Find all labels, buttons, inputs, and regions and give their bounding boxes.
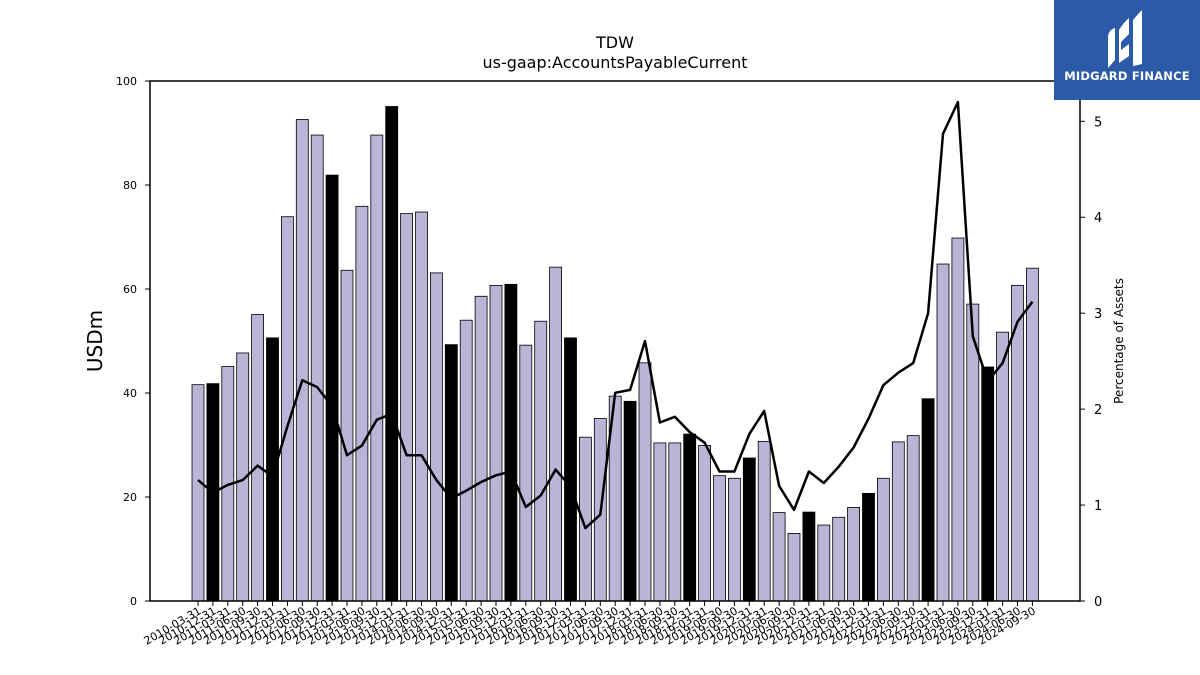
bar-2024-03-31 — [996, 331, 1009, 602]
bar-2014-09-30 — [429, 272, 443, 602]
chart-subtitle: us-gaap:AccountsPayableCurrent — [482, 53, 747, 72]
bar-2020-06-30 — [772, 512, 786, 602]
bar-2013-12-31 — [385, 106, 399, 602]
bar-2021-06-30 — [832, 516, 846, 602]
bar-2019-12-31 — [742, 457, 756, 602]
bar-2023-03-31 — [936, 263, 950, 602]
line-series — [197, 100, 1034, 530]
bar-2015-06-30 — [474, 295, 488, 602]
y2-tick-label: 2 — [1094, 403, 1102, 418]
y2-axis-label: Percentage of Assets — [1112, 278, 1126, 404]
bar-2012-12-31 — [325, 174, 339, 602]
bar-2015-12-31 — [504, 283, 518, 602]
bar-2016-06-30 — [534, 320, 548, 602]
y2-tick-label: 3 — [1094, 307, 1102, 322]
y-axis: 0 20 40 60 80 100 — [116, 75, 150, 608]
y2-axis: 0 1 2 3 4 5 — [1080, 115, 1102, 610]
bar-2024-09-30 — [1026, 267, 1039, 602]
bar-2016-03-31 — [519, 344, 533, 602]
bar-2012-03-31 — [280, 216, 294, 602]
bar-2017-12-31 — [623, 400, 637, 602]
y-tick-label: 20 — [123, 491, 137, 504]
bar-2023-12-31 — [981, 366, 995, 602]
percentage-line — [197, 100, 1034, 530]
bar-2020-09-30 — [787, 533, 801, 602]
bar-2014-03-31 — [400, 213, 414, 602]
y-tick-label: 100 — [116, 75, 137, 88]
bar-2022-03-31 — [877, 477, 890, 602]
bar-2020-12-31 — [802, 511, 816, 602]
bar-2020-03-31 — [757, 440, 771, 602]
x-axis: 2010-03-312010-12-312011-03-312011-06-30… — [142, 601, 1038, 648]
y2-tick-label: 0 — [1094, 595, 1102, 610]
bar-2014-06-30 — [415, 211, 428, 602]
bar-2021-12-31 — [862, 492, 875, 602]
bar-2010-03-31 — [191, 384, 205, 602]
bar-2012-09-30 — [310, 134, 324, 602]
bar-2021-03-31 — [817, 524, 831, 602]
bar-2018-09-30 — [668, 442, 682, 602]
bar-2019-09-30 — [728, 477, 741, 602]
y-tick-label: 40 — [123, 387, 137, 400]
bar-2015-09-30 — [489, 284, 503, 602]
bar-2016-12-31 — [564, 337, 577, 602]
bar-2018-03-31 — [638, 362, 652, 602]
bar-2019-06-30 — [713, 475, 726, 602]
y2-tick-label: 5 — [1094, 115, 1102, 130]
bar-2013-06-30 — [355, 205, 369, 602]
bar-2022-12-31 — [921, 398, 935, 602]
y-tick-label: 0 — [130, 595, 137, 608]
y2-tick-label: 1 — [1094, 499, 1102, 514]
bar-2011-09-30 — [251, 314, 265, 602]
y-axis-label: USDm — [83, 310, 107, 372]
bar-2018-06-30 — [653, 442, 667, 602]
brand-name: MIDGARD FINANCE — [1064, 69, 1190, 83]
midgard-logo-icon — [1108, 10, 1142, 68]
bar-2021-09-30 — [847, 506, 860, 602]
y-tick-label: 60 — [123, 283, 137, 296]
y2-tick-label: 4 — [1094, 211, 1102, 226]
bar-2016-09-30 — [549, 266, 562, 602]
bar-2018-12-31 — [683, 433, 697, 602]
bar-2011-12-31 — [266, 337, 279, 602]
bar-2022-09-30 — [906, 435, 920, 602]
chart-title: TDW — [595, 33, 634, 52]
bar-2019-03-31 — [698, 445, 711, 602]
bar-2022-06-30 — [891, 441, 905, 602]
bar-2015-03-31 — [459, 319, 473, 602]
bar-2013-03-31 — [340, 269, 354, 602]
y-tick-label: 80 — [123, 179, 137, 192]
bar-series — [191, 106, 1039, 602]
bar-2014-12-31 — [444, 344, 458, 602]
bar-2023-06-30 — [951, 237, 965, 602]
brand-logo: MIDGARD FINANCE — [1054, 0, 1200, 100]
bar-2013-09-30 — [370, 134, 384, 602]
bar-2012-06-30 — [295, 119, 309, 602]
